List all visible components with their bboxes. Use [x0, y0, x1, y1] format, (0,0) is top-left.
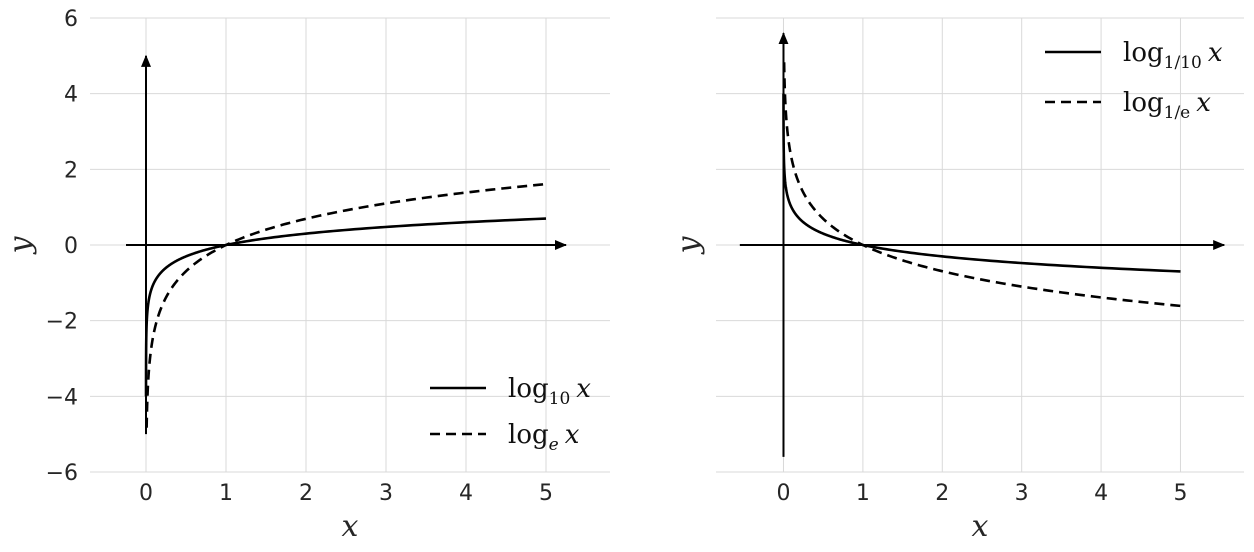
legend-label: log1/e x	[1123, 88, 1211, 123]
y-tick-label: 0	[64, 234, 78, 259]
x-tick-label: 2	[935, 481, 949, 506]
x-tick-label: 5	[539, 481, 553, 506]
series-line-dashed	[782, 62, 1181, 308]
x-tick-label: 3	[1015, 481, 1029, 506]
y-axis-label: y	[671, 235, 706, 255]
legend-subscript: e	[549, 435, 559, 455]
y-tick-label: −2	[46, 310, 78, 335]
legend-entry: log1/10 x	[1045, 38, 1223, 73]
legend-label: log1/10 x	[1123, 38, 1223, 73]
x-tick-label: 3	[379, 481, 393, 506]
x-tick-label: 2	[299, 481, 313, 506]
y-tick-label: −4	[46, 385, 78, 410]
x-tick-label: 4	[459, 481, 473, 506]
x-tick-label: 0	[139, 481, 153, 506]
y-tick-label: 2	[64, 158, 78, 183]
legend-subscript: 1/e	[1164, 103, 1191, 123]
x-tick-label: 1	[856, 481, 870, 506]
legend-subscript: 1/10	[1164, 53, 1202, 73]
legend-log: log	[508, 374, 549, 404]
legend-entry: log10 x	[430, 374, 591, 409]
x-axis-label: x	[342, 509, 359, 544]
legend-log: log	[508, 420, 549, 450]
x-tick-label: 5	[1173, 481, 1187, 506]
x-axis-label: x	[972, 509, 989, 544]
legend-variable: x	[576, 374, 591, 404]
legend-entry: log1/e x	[1045, 88, 1211, 123]
x-tick-label: 4	[1094, 481, 1108, 506]
legend-log: log	[1123, 38, 1164, 68]
legend-variable: x	[565, 420, 580, 450]
series-line-dashed	[145, 182, 547, 428]
legend-variable: x	[1208, 38, 1223, 68]
y-tick-label: −6	[46, 461, 78, 486]
legend-entry: loge x	[430, 420, 580, 455]
y-tick-label: 6	[64, 7, 78, 32]
legend-subscript: 10	[549, 389, 571, 409]
x-tick-label: 0	[776, 481, 790, 506]
series-line-solid	[782, 93, 1181, 273]
x-tick-label: 1	[219, 481, 233, 506]
y-axis-label: y	[3, 235, 38, 255]
legend-label: loge x	[508, 420, 580, 455]
legend-log: log	[1123, 88, 1164, 118]
legend-label: log10 x	[508, 374, 591, 409]
series-line-solid	[144, 217, 547, 397]
y-tick-label: 4	[64, 83, 78, 108]
legend-variable: x	[1196, 88, 1211, 118]
